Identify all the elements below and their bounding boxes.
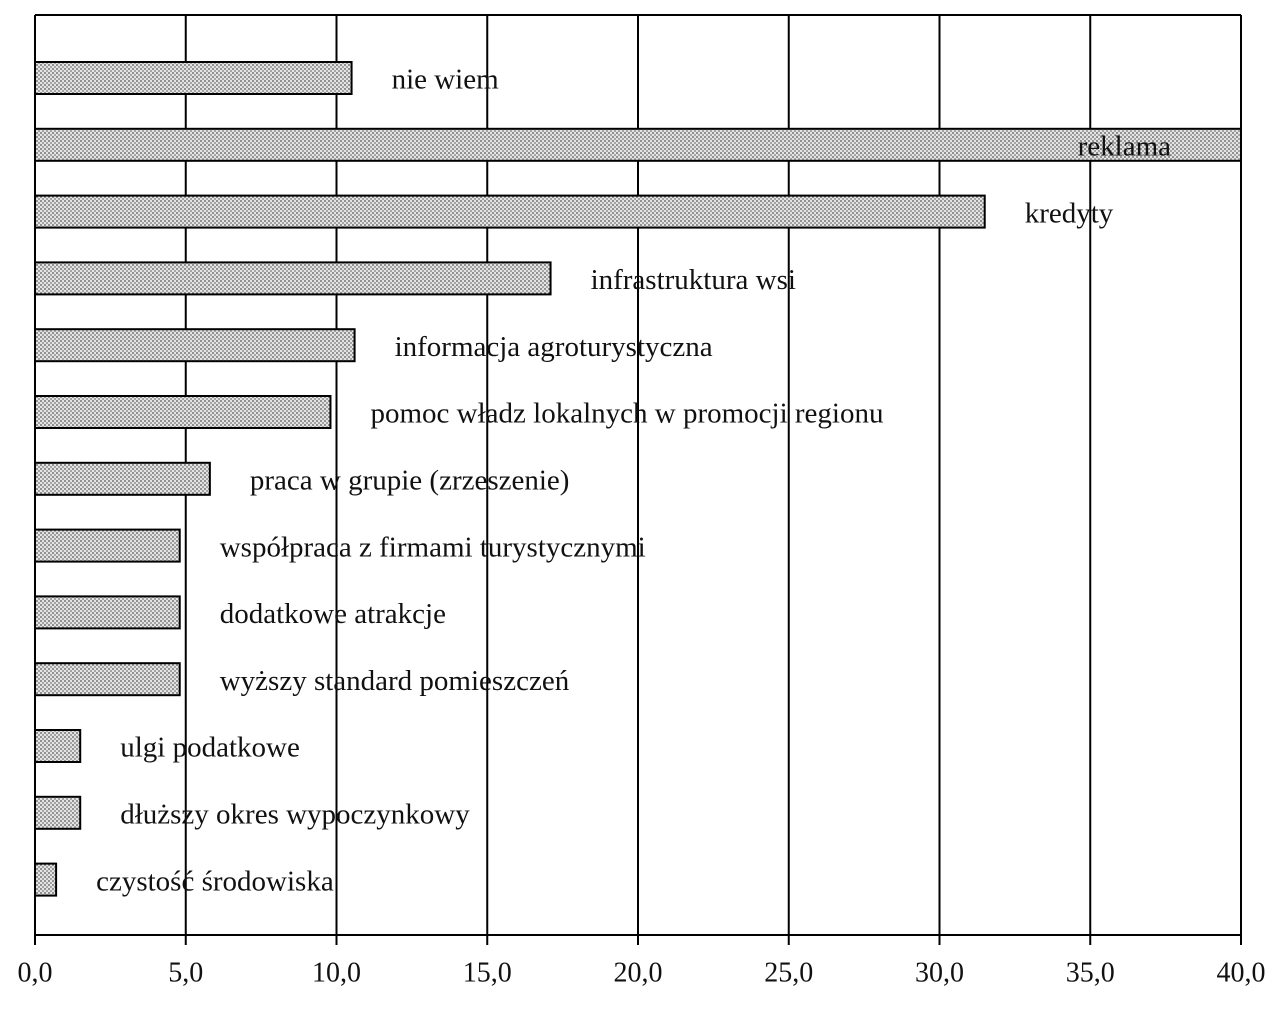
x-tick-label: 40,0 [1217, 957, 1266, 988]
bar [34, 461, 211, 496]
bar [34, 395, 332, 429]
bar-label: praca w grupie (zrzeszenie) [250, 464, 570, 496]
bar [34, 795, 82, 830]
bar-label: informacja agroturystyczna [395, 331, 713, 363]
bar-label: współpraca z firmami turystycznymi [220, 531, 646, 563]
bar [34, 662, 181, 697]
bar [34, 328, 356, 363]
bar-label: czystość środowiska [96, 865, 334, 897]
x-tick-label: 5,0 [168, 957, 203, 988]
bar [34, 862, 58, 897]
bar-label: dłuższy okres wypoczynkowy [120, 798, 470, 830]
bar [34, 729, 82, 763]
bar [34, 528, 181, 563]
bar-label: nie wiem [392, 64, 500, 96]
x-tick-label: 15,0 [463, 957, 512, 988]
bar-label: wyższy standard pomieszczeń [220, 665, 570, 697]
bar [34, 595, 181, 630]
x-tick-label: 20,0 [614, 957, 663, 988]
bar [34, 61, 353, 95]
bar [34, 261, 552, 296]
bar-label: infrastruktura wsi [591, 264, 796, 296]
x-tick-label: 10,0 [312, 957, 361, 988]
bar-label: pomoc władz lokalnych w promocji regionu [370, 398, 883, 430]
bar [34, 194, 986, 229]
bar-label: kredyty [1025, 197, 1114, 229]
x-tick-label: 0,0 [18, 957, 53, 988]
bar-label: reklama [1078, 130, 1172, 162]
x-tick-label: 30,0 [915, 957, 964, 988]
bar-label: dodatkowe atrakcje [220, 598, 446, 630]
bar [34, 127, 1242, 162]
x-tick-label: 35,0 [1066, 957, 1115, 988]
x-tick-label: 25,0 [764, 957, 813, 988]
bar-label: ulgi podatkowe [120, 732, 300, 764]
